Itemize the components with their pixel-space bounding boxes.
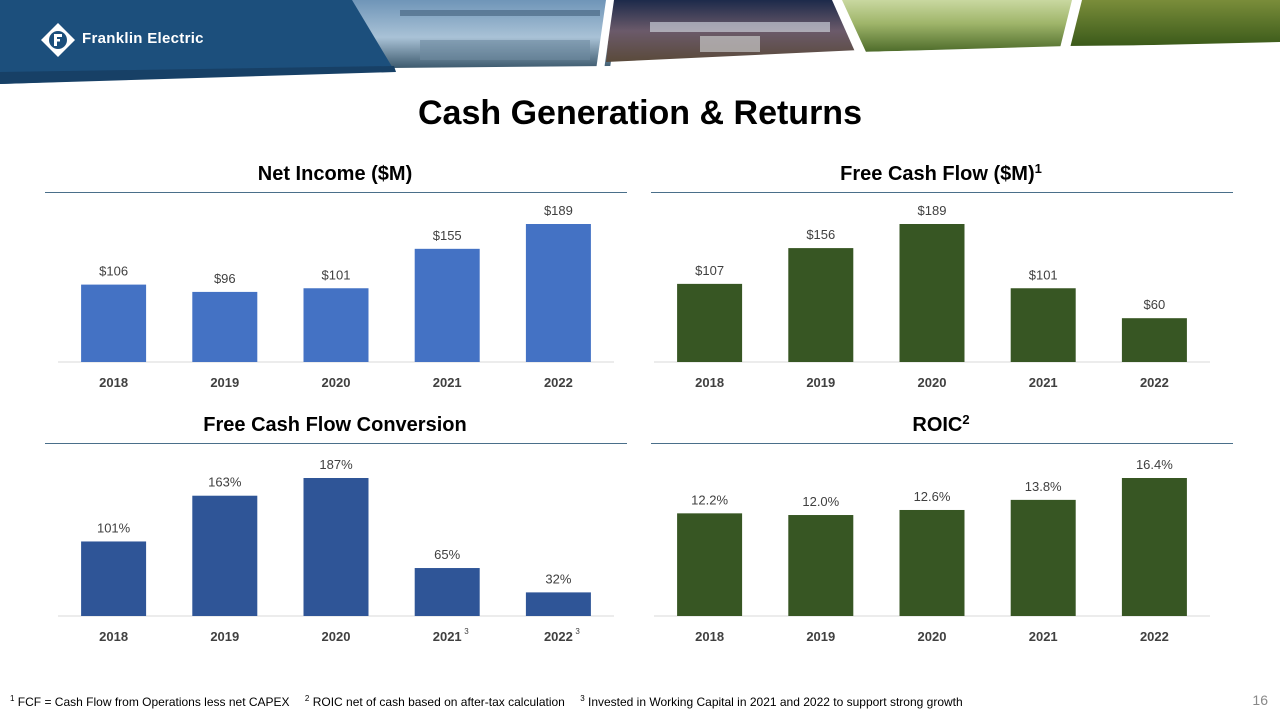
- net-income-value-label: $106: [99, 264, 128, 279]
- fcf-conversion-tick-footnote-ref: 3: [575, 627, 580, 636]
- net-income-tick-label: 2018: [99, 375, 128, 390]
- roic-tick-label: 2021: [1029, 629, 1058, 644]
- fcf-rule: [651, 192, 1233, 193]
- fcf-conversion-title: Free Cash Flow Conversion: [203, 414, 467, 436]
- footnote-2: 2 ROIC net of cash based on after-tax ca…: [304, 694, 565, 709]
- net-income-bar-2022: [525, 224, 591, 362]
- fcf-conversion-bar-2022: [525, 592, 591, 616]
- roic-tick-label: 2022: [1140, 629, 1169, 644]
- fcf-conversion-value-label: 163%: [208, 475, 242, 490]
- roic-value-label: 12.2%: [691, 492, 728, 507]
- footnotes: 1 FCF = Cash Flow from Operations less n…: [10, 694, 975, 709]
- fcf-conversion-bar-2019: [192, 495, 258, 616]
- roic-value-label: 12.0%: [802, 494, 839, 509]
- net-income-rule: [45, 192, 627, 193]
- roic-value-label: 16.4%: [1136, 457, 1173, 472]
- net-income-title: Net Income ($M): [257, 163, 413, 185]
- fcf-conversion-tick-label: 2019: [210, 629, 239, 644]
- header-banner: Franklin Electric: [0, 0, 1280, 84]
- fcf-bar-2020: [899, 224, 965, 362]
- roic-chart-svg: 12.2% 2018 12.0% 2019 12.6% 2020 13.8% 2021 16.4…: [654, 457, 1210, 644]
- net-income-value-label: $155: [433, 228, 462, 243]
- fcf-conversion-value-label: 187%: [319, 457, 353, 472]
- fcf-conversion-value-label: 32%: [545, 571, 571, 586]
- net-income-chart-svg: $106 2018 $96 2019 $101 2020 $155 2021 $189 2022: [58, 203, 614, 390]
- fcf-conversion-tick-label: 2020: [322, 629, 351, 644]
- fcf-tick-label: 2019: [806, 375, 835, 390]
- roic-tick-label: 2020: [918, 629, 947, 644]
- roic-bar-2022: [1121, 478, 1187, 616]
- fcf-conversion-value-label: 65%: [434, 547, 460, 562]
- fcf-bar-2022: [1121, 318, 1187, 362]
- roic-tick-label: 2018: [695, 629, 724, 644]
- fcf-chart-svg: $107 2018 $156 2019 $189 2020 $101 2021 $60 2022: [654, 203, 1210, 390]
- fcf-conversion-value-label: 101%: [97, 520, 131, 535]
- fcf-value-label: $60: [1144, 297, 1166, 312]
- roic-value-label: 12.6%: [914, 489, 951, 504]
- roic-title: ROIC2: [912, 412, 970, 436]
- net-income-value-label: $96: [214, 271, 236, 286]
- net-income-tick-label: 2020: [322, 375, 351, 390]
- net-income-bar-2021: [414, 248, 480, 362]
- roic-value-label: 13.8%: [1025, 479, 1062, 494]
- company-name: Franklin Electric: [82, 30, 204, 47]
- header-photo-strip: [0, 0, 1280, 84]
- net-income-tick-label: 2022: [544, 375, 573, 390]
- footnote-1: 1 FCF = Cash Flow from Operations less n…: [10, 694, 290, 709]
- fcf-value-label: $189: [918, 203, 947, 218]
- company-logo: Franklin Electric: [40, 22, 260, 58]
- net-income-bar-2018: [81, 284, 147, 362]
- fcf-tick-label: 2020: [918, 375, 947, 390]
- fcf-conversion-bar-2018: [81, 541, 147, 616]
- net-income-value-label: $189: [544, 203, 573, 218]
- fcf-conversion-rule: [45, 443, 627, 444]
- net-income-tick-label: 2021: [433, 375, 462, 390]
- franklin-logo-icon: [41, 23, 75, 57]
- fcf-bar-2018: [677, 283, 743, 362]
- fcf-title-footnote-ref: 1: [1034, 161, 1042, 176]
- roic-tick-label: 2019: [806, 629, 835, 644]
- fcf-conversion-tick-label: 2018: [99, 629, 128, 644]
- net-income-chart: $106 2018 $96 2019 $101 2020 $155 2021 $189 2022: [58, 196, 614, 400]
- footnote-3: 3 Invested in Working Capital in 2021 an…: [580, 694, 963, 709]
- fcf-title: Free Cash Flow ($M)1: [840, 161, 1042, 185]
- fcf-conversion-tick-label: 2022: [544, 629, 573, 644]
- roic-bar-2021: [1010, 499, 1076, 616]
- fcf-conversion-tick-label: 2021: [433, 629, 462, 644]
- net-income-value-label: $101: [322, 267, 351, 282]
- fcf-conversion-tick-footnote-ref: 3: [464, 627, 469, 636]
- net-income-bar-2020: [303, 288, 369, 362]
- roic-bar-2019: [788, 515, 854, 616]
- fcf-bar-2019: [788, 248, 854, 362]
- net-income-bar-2019: [192, 291, 258, 362]
- fcf-tick-label: 2022: [1140, 375, 1169, 390]
- fcf-conversion-bar-2021: [414, 568, 480, 616]
- fcf-value-label: $101: [1029, 267, 1058, 282]
- net-income-tick-label: 2019: [210, 375, 239, 390]
- fcf-tick-label: 2018: [695, 375, 724, 390]
- fcf-bar-2021: [1010, 288, 1076, 362]
- fcf-conversion-bar-2020: [303, 478, 369, 616]
- fcf-chart: $107 2018 $156 2019 $189 2020 $101 2021 $60 2022: [654, 196, 1210, 400]
- fcf-value-label: $107: [695, 263, 724, 278]
- page-title: Cash Generation & Returns: [418, 94, 862, 132]
- roic-bar-2020: [899, 509, 965, 616]
- roic-title-footnote-ref: 2: [962, 412, 970, 427]
- fcf-value-label: $156: [806, 227, 835, 242]
- roic-chart: 12.2% 2018 12.0% 2019 12.6% 2020 13.8% 2021 16.4…: [654, 450, 1210, 654]
- fcf-tick-label: 2021: [1029, 375, 1058, 390]
- roic-rule: [651, 443, 1233, 444]
- fcf-conversion-chart: 101% 2018 163% 2019 187% 2020 65% 2021 3 32% 2022 3: [58, 450, 614, 654]
- roic-bar-2018: [677, 513, 743, 616]
- page-number: 16: [1252, 692, 1268, 708]
